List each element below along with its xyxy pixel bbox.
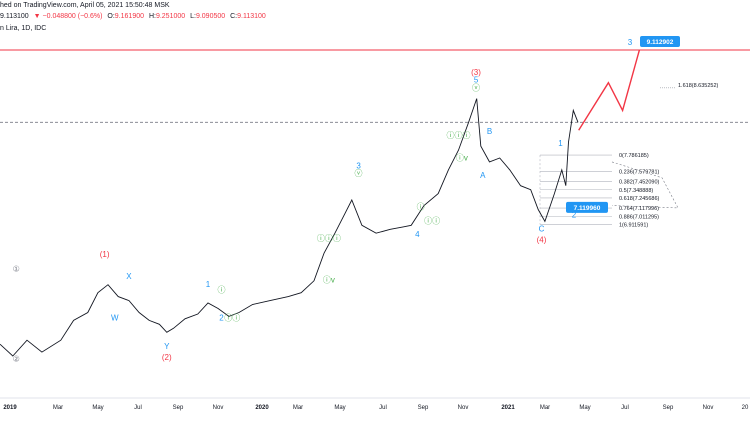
- projection-triangle: [611, 161, 679, 209]
- wave-label: A: [480, 171, 486, 180]
- extension-label: 1.618(8.635252): [678, 83, 719, 89]
- x-tick-label: Nov: [213, 405, 224, 411]
- wave-label: (2): [162, 353, 172, 362]
- wave-label: X: [126, 272, 132, 281]
- close-value: 9.113100: [237, 13, 266, 20]
- fib-level-label: 0.382(7.452090): [619, 180, 660, 186]
- wave-label: B: [487, 127, 492, 136]
- wave-label: 5: [474, 76, 479, 85]
- wave-label: ⓘⓘⓘ: [317, 234, 341, 243]
- fib-level-label: 0.236(7.579781): [619, 169, 660, 175]
- low-label: L:: [190, 13, 196, 20]
- low-value: 9.090500: [195, 13, 226, 20]
- x-tick-label: May: [334, 405, 345, 411]
- wave-label: (3): [471, 68, 481, 77]
- x-tick-label: May: [579, 405, 590, 411]
- x-tick-label: Sep: [418, 405, 429, 411]
- x-tick-label: Nov: [703, 405, 714, 411]
- target-price-badge: [640, 36, 680, 47]
- wave-label: 2: [219, 313, 224, 322]
- symbol-title: n Lira, 1D, IDC: [0, 25, 47, 32]
- price-change: ▼ −0.048800 (−0.6%): [33, 13, 103, 20]
- fib-level-label: 0(7.786185): [619, 153, 649, 159]
- x-tick-label: 2019: [3, 405, 17, 411]
- x-tick-label: Jul: [379, 405, 387, 411]
- wave-label: C: [539, 225, 545, 234]
- x-tick-label: 2020: [255, 405, 269, 411]
- x-tick-label: 20: [742, 405, 749, 411]
- publish-info: hed on TradingView.com, April 05, 2021 1…: [0, 2, 170, 9]
- x-tick-label: Jul: [621, 405, 629, 411]
- last-price: 9.113100: [0, 13, 29, 20]
- x-tick-label: Mar: [293, 405, 303, 411]
- ohlc-bar: 9.113100 ▼ −0.048800 (−0.6%) O:9.161900 …: [0, 13, 269, 20]
- wave-label: W: [111, 313, 119, 322]
- wave-label: ⓘ: [417, 202, 425, 211]
- x-tick-label: Sep: [663, 405, 674, 411]
- target-price-label: 9.112902: [647, 39, 674, 46]
- x-tick-label: 2021: [501, 405, 515, 411]
- target-wave-label: 3: [628, 38, 633, 47]
- x-tick-label: Mar: [53, 405, 63, 411]
- current-price-badge: [566, 201, 608, 213]
- fib-level-label: 0.618(7.245686): [619, 196, 660, 202]
- wave-label: Y: [164, 342, 170, 351]
- wave-label: 3: [356, 161, 361, 170]
- wave-label: ⓘⓘⓘ: [446, 131, 470, 140]
- wave-label: 1: [558, 139, 563, 148]
- wave-label: ②: [13, 355, 20, 364]
- open-value: 9.161900: [114, 13, 144, 20]
- wave-label: ⓘ: [217, 286, 225, 295]
- wave-label: ⓥ: [355, 169, 363, 178]
- fib-level-label: 1(6.911591): [619, 222, 648, 228]
- open-label: O:: [107, 13, 115, 20]
- wave-label: ⓘⓘ: [424, 217, 440, 226]
- x-tick-label: May: [92, 405, 103, 411]
- wave-label: ⓘⓘ: [224, 313, 240, 322]
- projected-path-line: [578, 49, 641, 131]
- wave-label: ⓘv: [456, 153, 468, 162]
- wave-label: ⓘv: [323, 275, 335, 284]
- wave-label: (4): [537, 236, 547, 245]
- current-price-label: 7.119960: [574, 205, 601, 212]
- x-tick-label: Sep: [173, 405, 184, 411]
- chart-header: hed on TradingView.com, April 05, 2021 1…: [0, 0, 750, 36]
- wave-label: ①: [13, 264, 20, 273]
- high-label: H:: [148, 13, 156, 20]
- wave-label: 2: [572, 210, 577, 219]
- x-tick-label: Mar: [540, 405, 550, 411]
- wave-label: (1): [100, 250, 110, 259]
- wave-label: ⓥ: [472, 84, 480, 93]
- high-value: 9.251000: [155, 13, 186, 20]
- price-series-line: [0, 98, 579, 357]
- x-tick-label: Nov: [458, 405, 469, 411]
- fib-level-label: 0.886(7.011295): [619, 214, 659, 220]
- wave-label: 1: [206, 280, 211, 289]
- close-label: C:: [230, 13, 238, 20]
- x-tick-label: Jul: [134, 405, 142, 411]
- wave-label: 4: [415, 230, 420, 239]
- fib-level-label: 0.5(7.348888): [619, 188, 653, 194]
- fib-level-label: 0.764(7.117996): [619, 206, 659, 212]
